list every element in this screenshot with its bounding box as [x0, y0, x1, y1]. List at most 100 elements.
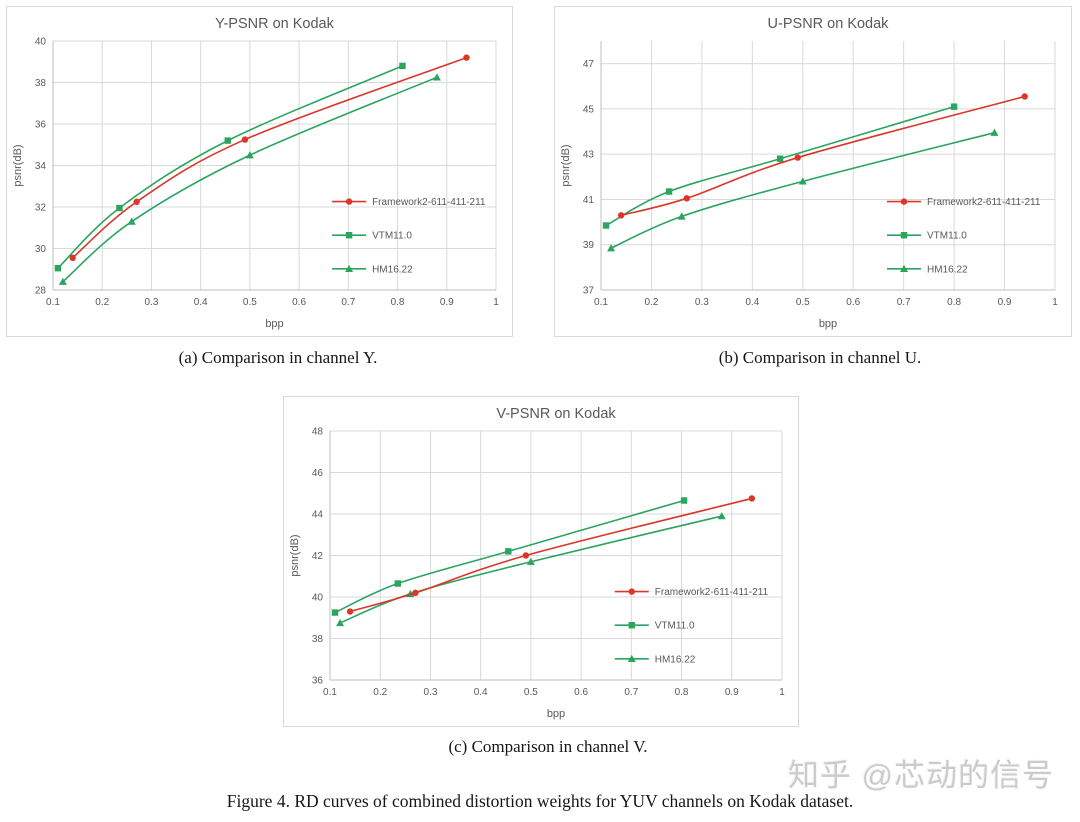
y-axis-title: psnr(dB)	[560, 144, 572, 186]
triangle-marker	[432, 73, 441, 81]
y-tick-label: 30	[35, 244, 47, 255]
series-line	[610, 131, 995, 249]
triangle-marker	[677, 212, 686, 220]
chart-panel-y: 0.1 0.2 0.3 0.4 0.5 0.6 0.7 0.8 0.9 1 28 30 32 34 36 38…	[6, 6, 513, 337]
legend-label: Framework2-611-411-211	[655, 587, 769, 598]
y-tick-label: 32	[35, 203, 47, 214]
triangle-marker	[526, 557, 535, 565]
circle-marker	[1021, 93, 1028, 100]
x-tick-label: 0.9	[725, 687, 739, 698]
x-tick-label: 0.9	[440, 297, 454, 308]
x-tick-label: 0.1	[594, 297, 608, 308]
x-tick-label: 0.2	[373, 687, 387, 698]
y-axis-title: psnr(dB)	[12, 144, 24, 186]
triangle-marker	[717, 512, 726, 520]
y-tick-label: 38	[35, 78, 47, 89]
gridlines	[600, 41, 1056, 291]
chart-title: Y-PSNR on Kodak	[215, 16, 335, 32]
chart-title: V-PSNR on Kodak	[496, 406, 616, 422]
x-tick-label: 1	[1052, 297, 1058, 308]
x-tick-label: 0.8	[947, 297, 961, 308]
legend: Framework2-611-411-211 VTM11.0 HM16.22	[887, 197, 1041, 275]
triangle-marker	[58, 277, 67, 285]
legend-label: HM16.22	[655, 654, 696, 665]
square-marker	[224, 137, 231, 144]
x-tick-label: 1	[779, 687, 785, 698]
watermark: 知乎 @芯动的信号	[788, 758, 1055, 793]
chart-panel-v: 0.1 0.2 0.3 0.4 0.5 0.6 0.7 0.8 0.9 1 36 38 40 42 44 46…	[283, 396, 799, 727]
circle-marker	[522, 552, 530, 559]
y-tick-label: 45	[583, 104, 595, 115]
circle-marker	[346, 608, 354, 615]
series-line	[62, 76, 438, 283]
circle-marker	[133, 198, 140, 206]
triangle-marker	[900, 264, 909, 273]
circle-marker	[69, 254, 76, 262]
v-psnr-chart: 0.1 0.2 0.3 0.4 0.5 0.6 0.7 0.8 0.9 1 36 38 40 42 44 46…	[289, 406, 785, 720]
square-marker	[399, 62, 406, 70]
legend-item: VTM11.0	[887, 231, 967, 242]
square-marker	[345, 232, 353, 239]
y-tick-label: 42	[312, 551, 324, 562]
y-tick-label: 43	[583, 150, 595, 161]
circle-marker	[794, 154, 801, 161]
x-axis-title: bpp	[547, 708, 565, 720]
legend-label: Framework2-611-411-211	[372, 197, 486, 208]
series-line	[620, 95, 1025, 217]
x-tick-label: 0.7	[624, 687, 638, 698]
x-tick-label: 0.2	[95, 297, 109, 308]
series-line	[339, 515, 722, 624]
series-circle	[617, 93, 1028, 219]
legend-item: VTM11.0	[614, 621, 695, 632]
legend-item: HM16.22	[332, 264, 413, 275]
chart-title: U-PSNR on Kodak	[768, 16, 890, 32]
x-tick-label: 0.5	[524, 687, 538, 698]
u-psnr-chart: 0.1 0.2 0.3 0.4 0.5 0.6 0.7 0.8 0.9 1 37 39 41 43 45 47…	[560, 16, 1058, 330]
circle-marker	[241, 136, 249, 143]
circle-marker	[345, 198, 353, 205]
tick-labels: 0.1 0.2 0.3 0.4 0.5 0.6 0.7 0.8 0.9 1 37 39 41 43 45 47	[583, 59, 1058, 308]
chart-panel-u: 0.1 0.2 0.3 0.4 0.5 0.6 0.7 0.8 0.9 1 37 39 41 43 45 47…	[554, 6, 1072, 337]
x-tick-label: 0.3	[695, 297, 709, 308]
square-marker	[900, 232, 908, 239]
gridlines	[52, 40, 497, 291]
circle-marker	[463, 54, 470, 61]
legend-label: VTM11.0	[372, 231, 412, 242]
triangle-marker	[990, 128, 999, 136]
legend-label: VTM11.0	[927, 231, 967, 242]
y-tick-label: 48	[312, 427, 324, 438]
triangle-marker	[336, 618, 345, 627]
legend-item: Framework2-611-411-211	[332, 197, 486, 208]
series-square	[331, 497, 688, 616]
series-line	[57, 65, 403, 269]
x-axis-title: bpp	[265, 318, 283, 330]
square-marker	[505, 548, 512, 555]
circle-marker	[683, 195, 690, 202]
x-tick-label: 0.1	[323, 687, 337, 698]
square-marker	[628, 622, 635, 629]
legend: Framework2-611-411-211 VTM11.0 HM16.22	[332, 197, 486, 275]
legend-item: VTM11.0	[332, 231, 412, 242]
y-tick-label: 40	[312, 593, 324, 604]
triangle-marker	[245, 151, 254, 159]
y-tick-label: 34	[35, 161, 47, 172]
square-marker	[394, 580, 401, 587]
x-tick-label: 0.9	[998, 297, 1012, 308]
y-tick-label: 38	[312, 634, 324, 645]
x-tick-label: 0.2	[644, 297, 658, 308]
series-line	[349, 497, 753, 613]
x-tick-label: 1	[493, 297, 499, 308]
series-triangle	[607, 128, 999, 252]
triangle-marker	[798, 177, 807, 185]
legend-item: Framework2-611-411-211	[614, 587, 769, 598]
x-tick-label: 0.6	[574, 687, 588, 698]
circle-marker	[617, 212, 625, 219]
series-circle	[69, 54, 470, 262]
y-tick-label: 39	[583, 240, 595, 251]
circle-marker	[412, 589, 419, 597]
x-axis-title: bpp	[819, 318, 837, 330]
x-tick-label: 0.6	[292, 297, 306, 308]
triangle-marker	[627, 654, 636, 663]
y-axis-title: psnr(dB)	[289, 534, 301, 576]
